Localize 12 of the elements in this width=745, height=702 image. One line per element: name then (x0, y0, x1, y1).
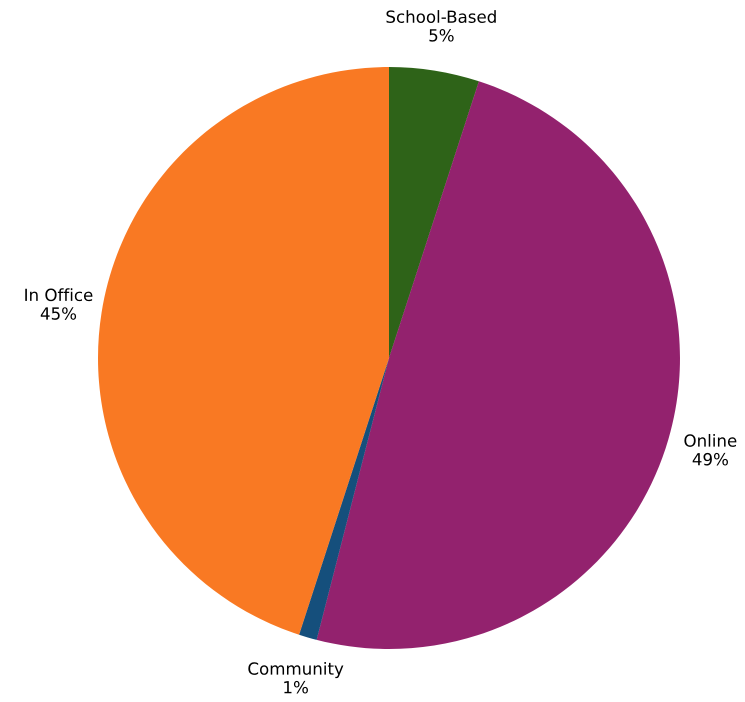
data-label: 5% (429, 29, 454, 42)
slice-label: School-Based (386, 10, 496, 23)
data-label: 49% (692, 452, 728, 466)
data-label: 45% (40, 307, 76, 320)
slice-label: Online (684, 434, 736, 447)
pie-slice (316, 81, 680, 649)
data-label: 1% (284, 680, 308, 694)
slice-label: Community (248, 662, 344, 678)
slice-label: In Office (25, 288, 92, 302)
pie-slice (98, 67, 389, 635)
pie-slice (299, 358, 389, 640)
pie-slice (389, 67, 479, 358)
